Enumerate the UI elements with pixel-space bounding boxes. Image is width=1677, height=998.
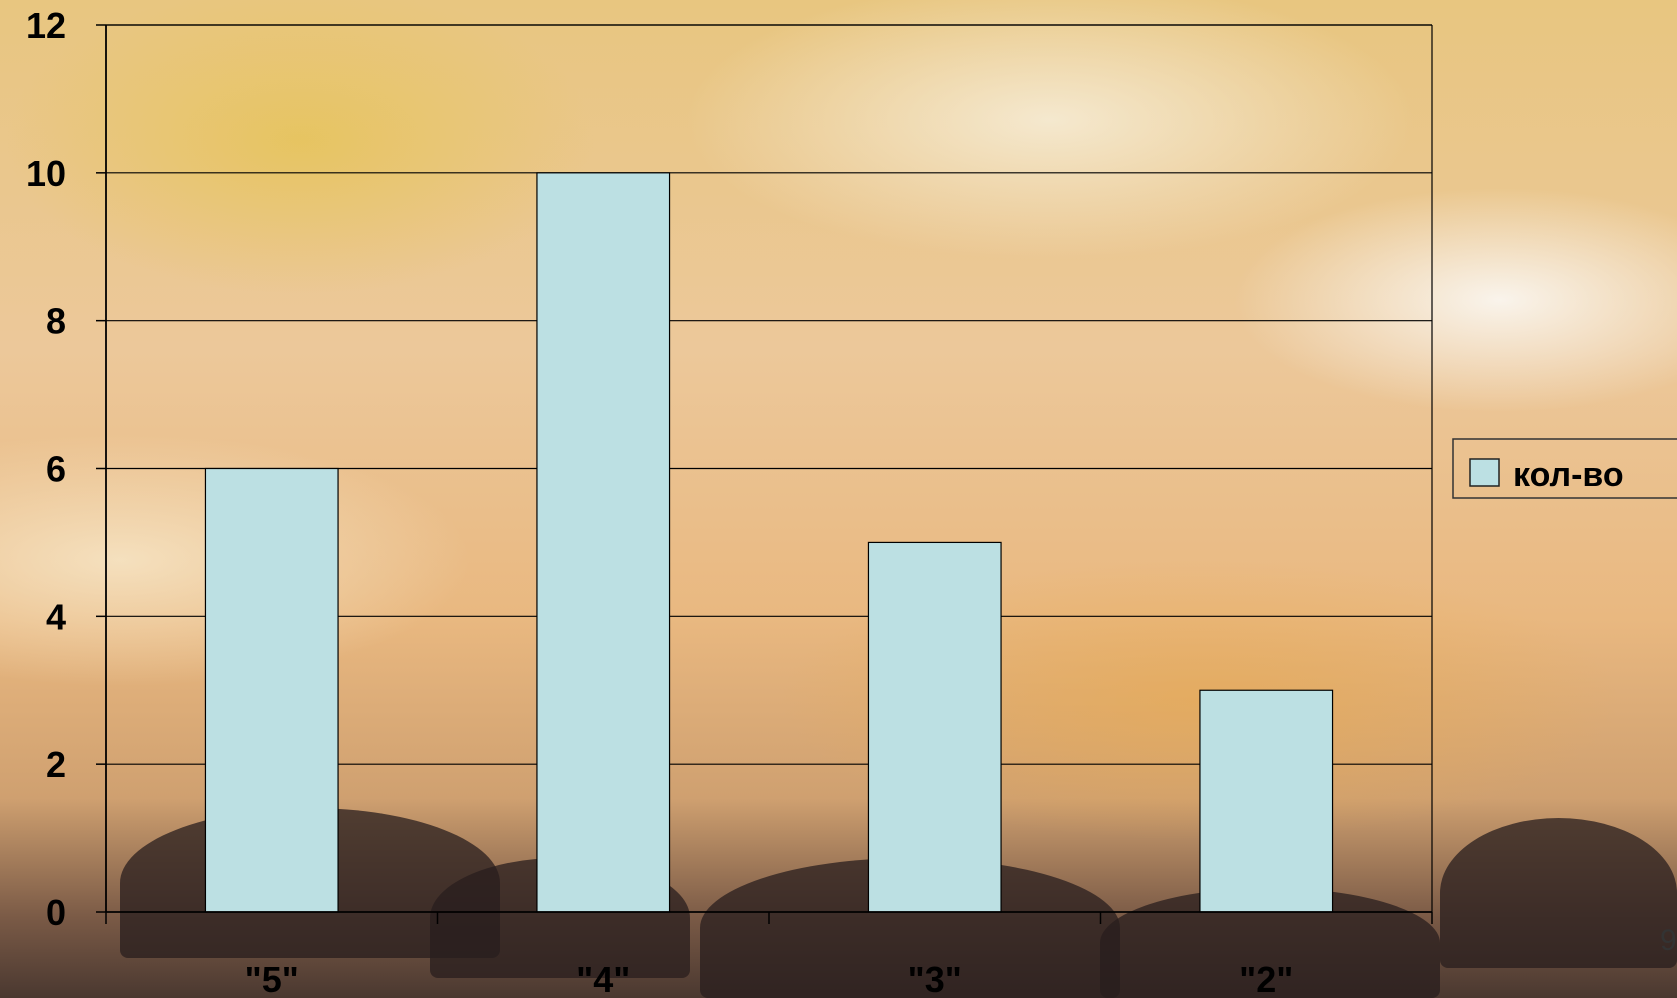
bar [536,172,671,913]
axis-labels: 0 2 4 6 8 10 12 "5" "4" "3" "2" [26,5,1293,998]
y-tick-label: 12 [26,5,66,46]
y-tick-label: 4 [46,596,66,637]
legend-box [1452,438,1677,499]
bar [867,541,1002,913]
legend-label: кол-во [1513,456,1624,494]
bar [204,467,339,913]
x-tick-label: "5" [245,959,299,998]
x-tick-label: "2" [1239,959,1293,998]
y-tick-label: 2 [46,744,66,785]
axes [96,24,1433,924]
x-tick-label: "4" [576,959,630,998]
y-tick-label: 0 [46,892,66,933]
y-tick-label: 6 [46,449,66,490]
bars [204,172,1334,913]
y-tick-label: 10 [26,153,66,194]
legend-swatch [1469,458,1500,487]
y-tick-label: 8 [46,301,66,342]
x-tick-label: "3" [908,959,962,998]
page-number: 9 [1660,924,1677,957]
legend: кол-во [1452,438,1677,499]
bar [1199,689,1334,913]
